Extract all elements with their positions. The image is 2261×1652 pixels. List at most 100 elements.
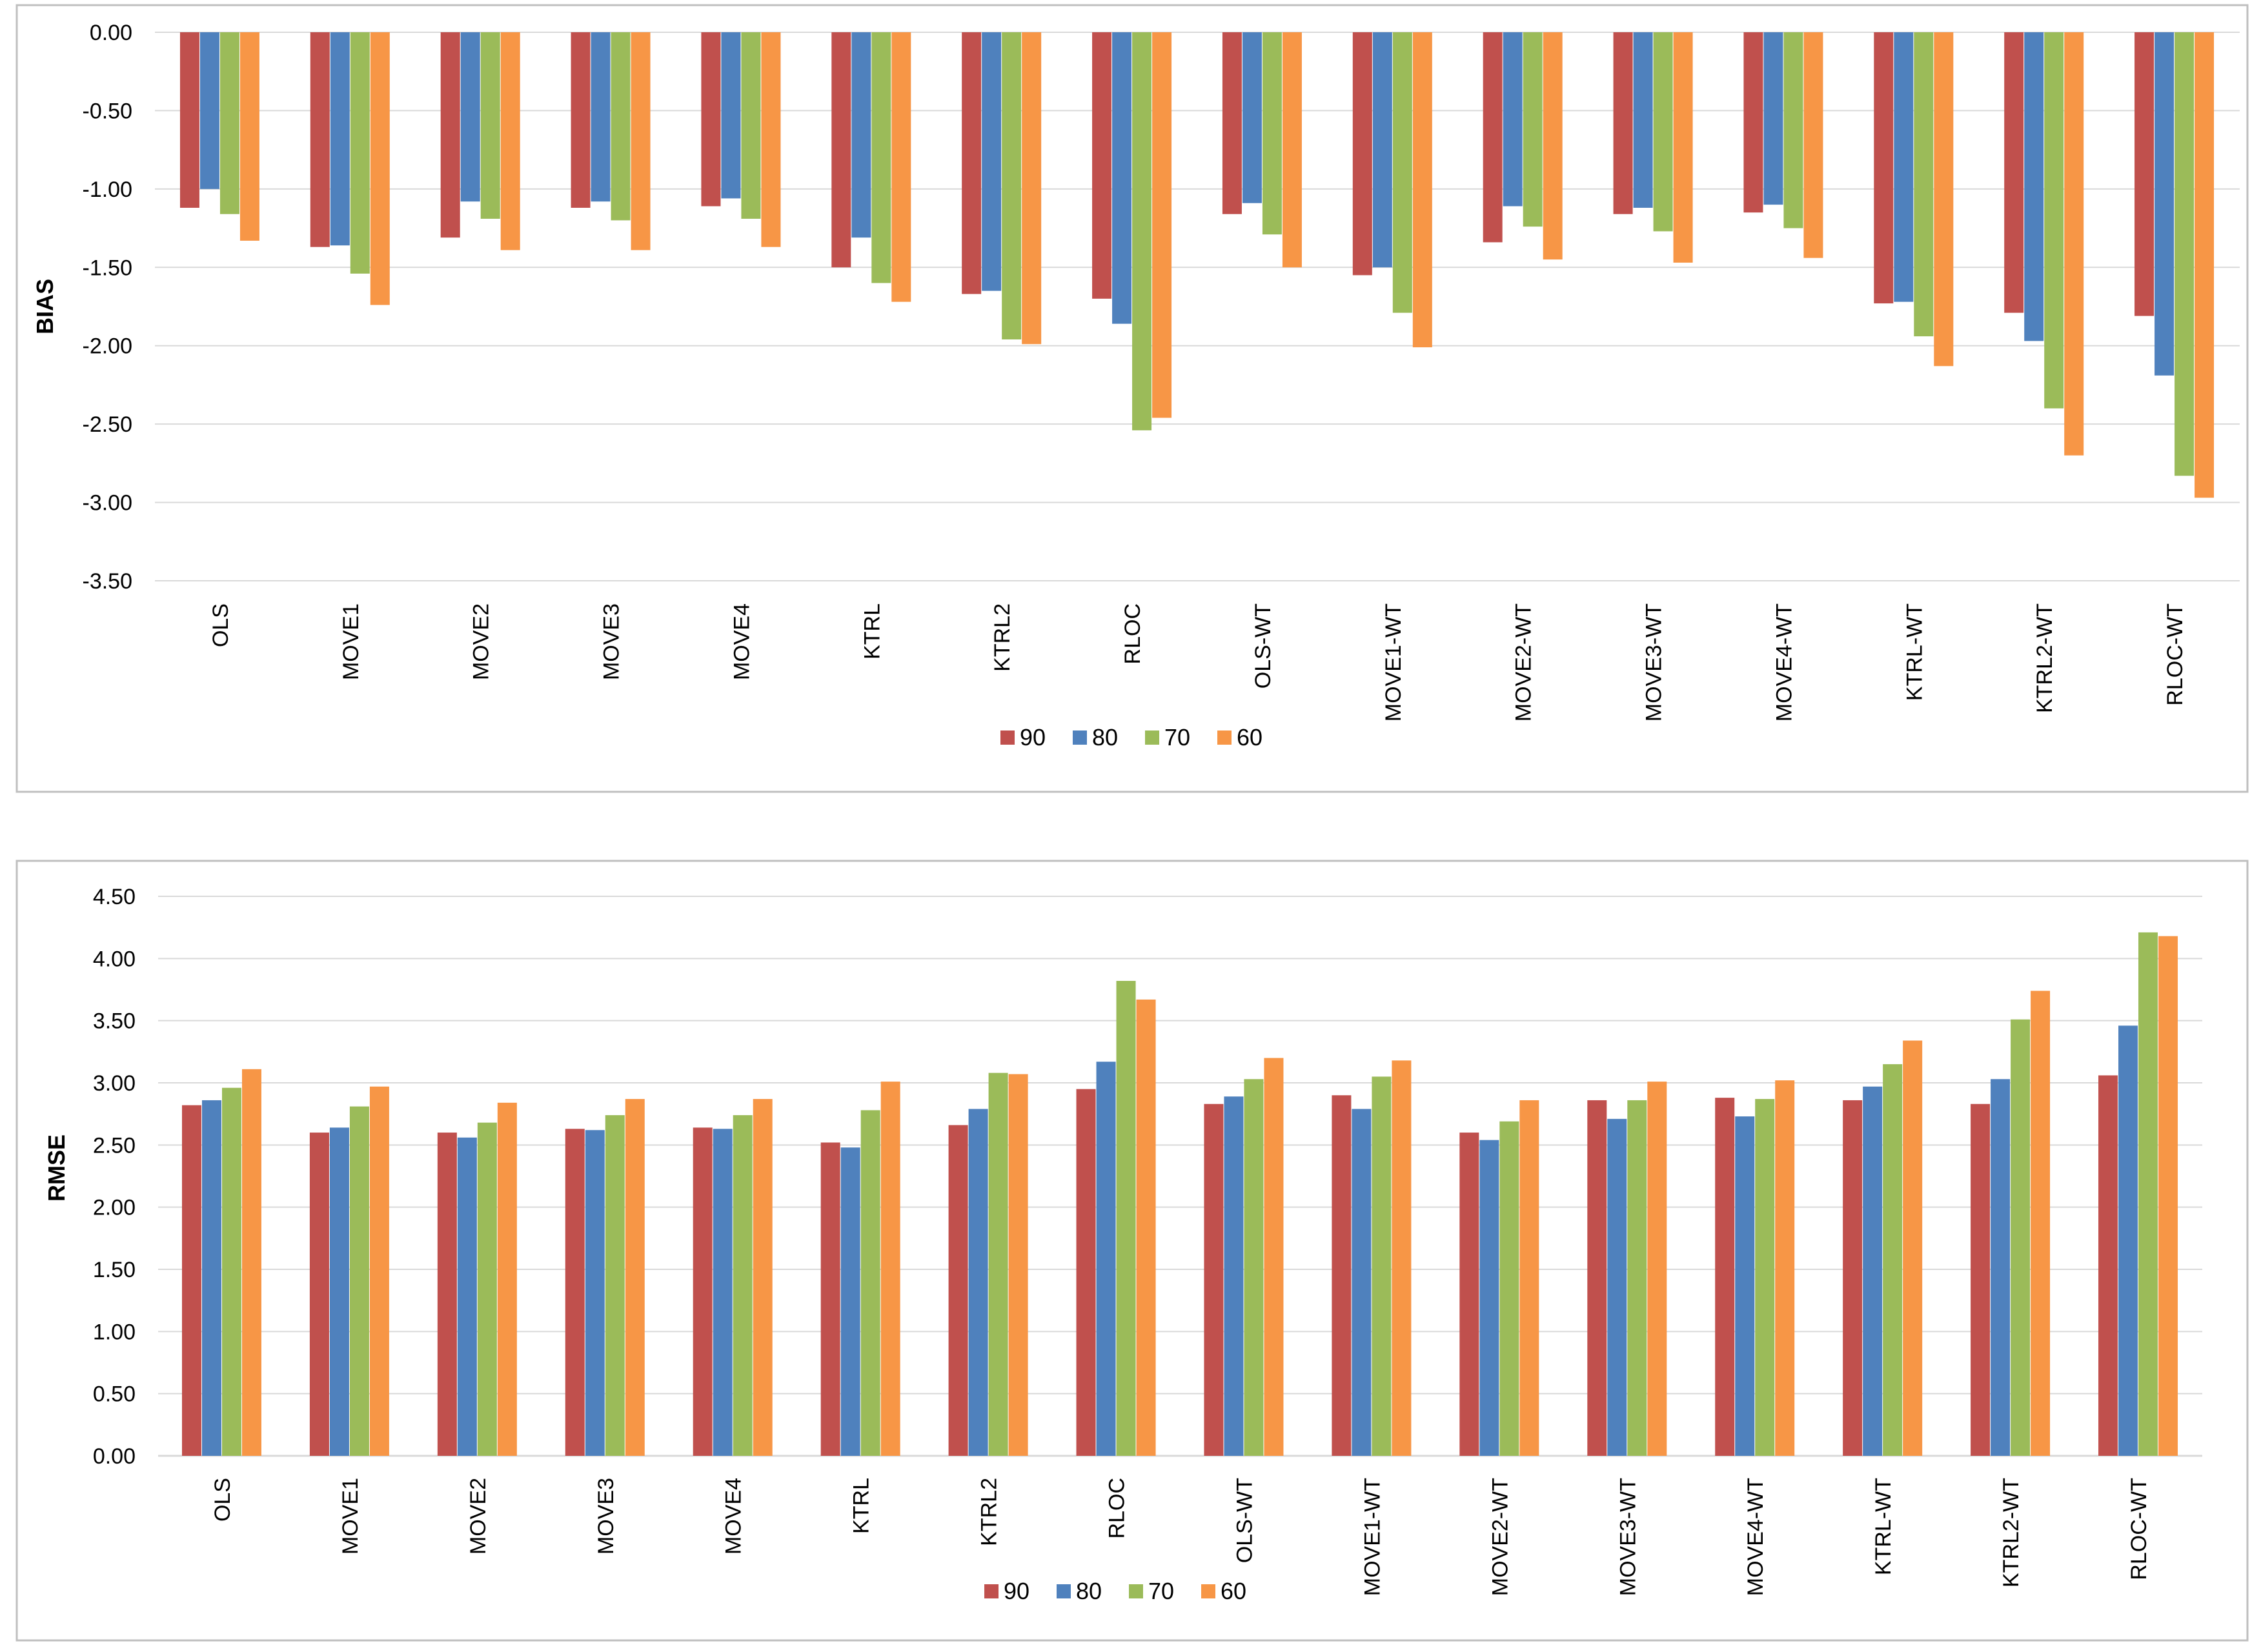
- rmse-bar-rloc-wt-80: [2118, 1025, 2138, 1456]
- rmse-bar-move3-70: [605, 1115, 625, 1456]
- bias-bar-ktrl2-wt-80: [2024, 32, 2044, 341]
- rmse-x-tick-label: RLOC: [1105, 1478, 1130, 1538]
- rmse-x-tick-label: MOVE2: [466, 1478, 491, 1555]
- rmse-x-tick-label: MOVE2-WT: [1488, 1478, 1512, 1596]
- bias-bar-ols-60: [239, 32, 259, 241]
- bias-y-axis-label: BIAS: [32, 279, 58, 334]
- rmse-bar-ols-wt-90: [1204, 1103, 1224, 1456]
- bias-bar-move3-wt-60: [1673, 32, 1693, 263]
- rmse-y-tick-label: 3.50: [93, 1009, 136, 1034]
- rmse-x-tick-label: OLS-WT: [1232, 1478, 1257, 1563]
- bias-y-tick-label: 0.00: [90, 21, 132, 45]
- bias-bar-move4-70: [741, 32, 761, 219]
- bias-bar-move1-wt-80: [1372, 32, 1392, 268]
- rmse-bar-move3-wt-70: [1627, 1100, 1647, 1456]
- bias-bar-move3-80: [591, 32, 611, 202]
- rmse-bar-move4-wt-80: [1735, 1116, 1755, 1456]
- bias-bar-ols-70: [219, 32, 239, 214]
- rmse-bar-ols-70: [221, 1087, 241, 1456]
- rmse-bar-move4-80: [713, 1129, 733, 1456]
- bias-bar-move2-80: [460, 32, 480, 202]
- bias-bar-ktrl-wt-90: [1874, 32, 1894, 304]
- bias-y-tick-label: -0.50: [83, 99, 133, 123]
- rmse-legend-swatch-60: [1201, 1584, 1215, 1598]
- bias-bar-ktrl2-wt-90: [2004, 32, 2024, 313]
- rmse-bar-ols-60: [241, 1069, 261, 1456]
- bias-bar-move2-wt-70: [1523, 32, 1543, 227]
- rmse-y-axis-label: RMSE: [43, 1134, 70, 1202]
- bias-x-tick-label: KTRL-WT: [1902, 603, 1927, 701]
- bias-bar-move4-wt-70: [1783, 32, 1803, 228]
- bias-bar-move4-wt-80: [1763, 32, 1783, 205]
- rmse-bar-rloc-90: [1076, 1089, 1096, 1456]
- bias-x-tick-label: KTRL2-WT: [2033, 603, 2057, 713]
- bias-x-tick-label: RLOC-WT: [2163, 603, 2187, 706]
- bias-bar-move3-90: [571, 32, 591, 208]
- rmse-x-tick-label: KTRL2-WT: [1999, 1478, 2023, 1587]
- rmse-bar-move2-80: [457, 1137, 477, 1456]
- bias-bar-move2-wt-90: [1483, 32, 1503, 243]
- rmse-bar-ktrl-90: [820, 1142, 840, 1456]
- bias-x-tick-label: RLOC: [1120, 603, 1145, 664]
- rmse-bar-move1-wt-70: [1372, 1076, 1392, 1456]
- bias-bar-move2-wt-80: [1503, 32, 1523, 206]
- rmse-bar-move1-wt-60: [1392, 1060, 1412, 1456]
- rmse-x-tick-label: KTRL-WT: [1871, 1478, 1896, 1575]
- bias-y-tick-label: -1.00: [83, 177, 133, 202]
- bias-bar-ktrl-wt-80: [1894, 32, 1914, 302]
- bias-legend-swatch-60: [1217, 730, 1232, 745]
- bias-legend-label-80: 80: [1092, 724, 1118, 750]
- bias-bar-ktrl-60: [891, 32, 911, 302]
- rmse-bar-move4-wt-90: [1715, 1098, 1735, 1456]
- bias-bar-ols-wt-80: [1242, 32, 1262, 203]
- rmse-bar-move2-wt-90: [1459, 1133, 1479, 1456]
- bias-x-tick-label: KTRL: [860, 603, 884, 660]
- bias-bar-ols-90: [179, 32, 199, 208]
- rmse-bar-move3-wt-60: [1647, 1082, 1667, 1456]
- bias-bar-rloc-70: [1132, 32, 1152, 430]
- bias-x-tick-label: OLS: [208, 603, 233, 647]
- rmse-bar-move2-wt-60: [1519, 1100, 1539, 1456]
- bias-bar-ktrl2-90: [962, 32, 982, 294]
- bias-bar-move1-60: [370, 32, 390, 305]
- bias-x-tick-label: MOVE1-WT: [1381, 603, 1406, 721]
- rmse-legend-swatch-80: [1057, 1584, 1071, 1598]
- rmse-legend-label-60: 60: [1221, 1578, 1246, 1604]
- rmse-bar-ols-80: [201, 1100, 221, 1456]
- bias-legend: 90 80 70 60: [1000, 724, 1262, 750]
- bias-bar-move3-wt-70: [1653, 32, 1673, 232]
- rmse-bar-ols-wt-60: [1264, 1058, 1284, 1456]
- rmse-legend-swatch-90: [984, 1584, 999, 1598]
- rmse-y-tick-label: 1.50: [93, 1258, 136, 1282]
- rmse-bar-ktrl-wt-60: [1903, 1040, 1923, 1456]
- rmse-bar-move1-wt-80: [1352, 1109, 1372, 1456]
- rmse-y-tick-label: 0.00: [93, 1444, 136, 1469]
- rmse-bar-move1-90: [309, 1133, 329, 1456]
- rmse-bar-ktrl2-wt-70: [2011, 1019, 2031, 1456]
- bias-bar-ktrl2-70: [1002, 32, 1022, 339]
- rmse-bar-move1-80: [329, 1127, 349, 1456]
- bias-bar-move4-60: [761, 32, 781, 247]
- bias-bar-ktrl2-wt-60: [2064, 32, 2084, 456]
- rmse-bar-ktrl2-60: [1008, 1074, 1028, 1456]
- bias-x-tick-label: OLS-WT: [1251, 603, 1275, 689]
- bias-y-axis: 0.00 -0.50 -1.00 -1.50 -2.00 -2.50 -3.00 -3.50: [83, 21, 133, 594]
- rmse-bar-ktrl-wt-90: [1843, 1100, 1863, 1456]
- rmse-y-tick-label: 0.50: [93, 1382, 136, 1407]
- bias-x-tick-label: MOVE2: [469, 603, 494, 680]
- bias-bar-ktrl-wt-60: [1934, 32, 1954, 367]
- bias-x-tick-label: MOVE3-WT: [1642, 603, 1667, 721]
- bias-bar-rloc-wt-90: [2134, 32, 2155, 316]
- bias-legend-swatch-70: [1145, 730, 1159, 745]
- bias-x-tick-label: MOVE1: [339, 603, 363, 680]
- rmse-bar-ols-90: [181, 1105, 201, 1456]
- rmse-bar-move2-60: [497, 1102, 517, 1456]
- bias-bar-move1-wt-70: [1392, 32, 1412, 313]
- bias-legend-label-90: 90: [1020, 724, 1046, 750]
- rmse-bar-ktrl2-80: [968, 1109, 988, 1456]
- bias-bar-rloc-60: [1152, 32, 1172, 418]
- bias-bar-move4-90: [701, 32, 721, 206]
- rmse-bar-ktrl-70: [860, 1110, 880, 1456]
- bias-bar-move1-90: [310, 32, 330, 247]
